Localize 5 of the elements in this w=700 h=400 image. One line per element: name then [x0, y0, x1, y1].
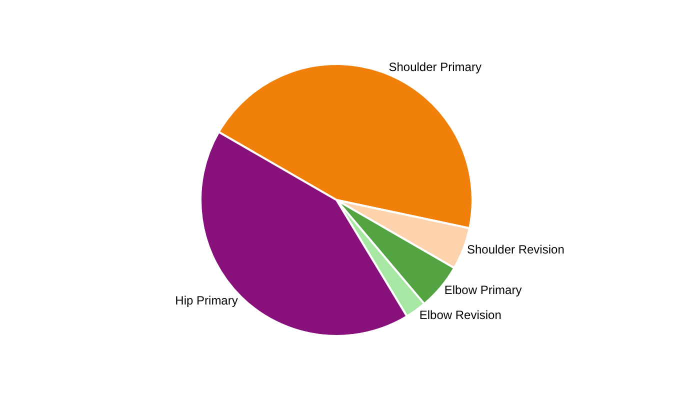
- slice-label: Elbow Primary: [444, 283, 522, 298]
- slice-label: Elbow Revision: [419, 308, 502, 322]
- slice-label: Shoulder Revision: [466, 242, 564, 257]
- slice-label: Shoulder Primary: [388, 60, 482, 74]
- slice-label: Hip Primary: [175, 294, 238, 308]
